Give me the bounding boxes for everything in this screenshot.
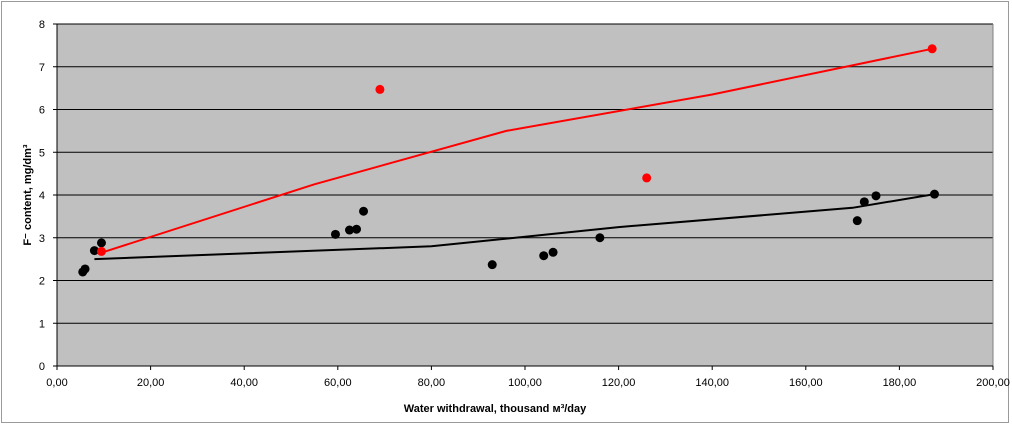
x-tick-label: 200,00 [976, 377, 1010, 389]
y-tick-label: 8 [39, 19, 45, 31]
grid-lines [57, 23, 994, 366]
black-data-point [859, 197, 869, 207]
black-data-point [852, 216, 862, 226]
data-points [78, 44, 939, 277]
red-data-point [375, 84, 385, 94]
black-data-point [89, 246, 99, 256]
y-tick-labels: 0 1 2 3 4 5 6 7 8 [39, 19, 57, 373]
black-data-point [96, 238, 106, 248]
x-tick-label: 120,00 [602, 377, 636, 389]
black-trend-line [94, 193, 935, 261]
black-data-point [487, 260, 497, 270]
y-tick-label: 4 [39, 190, 45, 202]
x-tick-label: 140,00 [695, 377, 729, 389]
red-data-point [927, 44, 937, 54]
black-data-point [871, 191, 881, 201]
black-data-point [930, 189, 939, 199]
x-tick-label: 40,00 [230, 377, 258, 389]
black-data-point [359, 206, 369, 216]
y-tick-label: 5 [39, 147, 45, 159]
x-tick-label: 80,00 [418, 377, 446, 389]
x-tick-label: 180,00 [883, 377, 917, 389]
x-tick-label: 60,00 [324, 377, 352, 389]
black-data-point [539, 251, 549, 261]
red-trend-line [101, 47, 933, 254]
trend-lines [94, 47, 935, 261]
x-tick-label: 160,00 [789, 377, 823, 389]
red-data-point [642, 173, 652, 183]
y-tick-label: 3 [39, 233, 45, 245]
y-tick-label: 6 [39, 105, 45, 117]
y-tick-label: 2 [39, 276, 45, 288]
x-tick-labels: 0,00 20,00 40,00 60,00 80,00 100,00 120,00 140,… [46, 366, 1010, 389]
black-data-point [352, 224, 362, 234]
black-data-point [548, 247, 558, 257]
y-tick-label: 0 [39, 361, 45, 373]
y-tick-label: 1 [39, 318, 45, 330]
x-tick-label: 20,00 [137, 377, 165, 389]
x-tick-label: 100,00 [508, 377, 542, 389]
x-axis-title: Water withdrawal, thousand м³/day [404, 403, 587, 415]
x-tick-label: 0,00 [46, 377, 67, 389]
black-data-point [330, 229, 340, 239]
y-tick-label: 7 [39, 62, 45, 74]
y-axis-title: F⁻ content, mg/dm³ [22, 144, 34, 245]
black-data-point [80, 264, 90, 274]
red-data-point [96, 246, 106, 256]
black-data-point [595, 233, 605, 243]
black-data-point [345, 225, 354, 235]
